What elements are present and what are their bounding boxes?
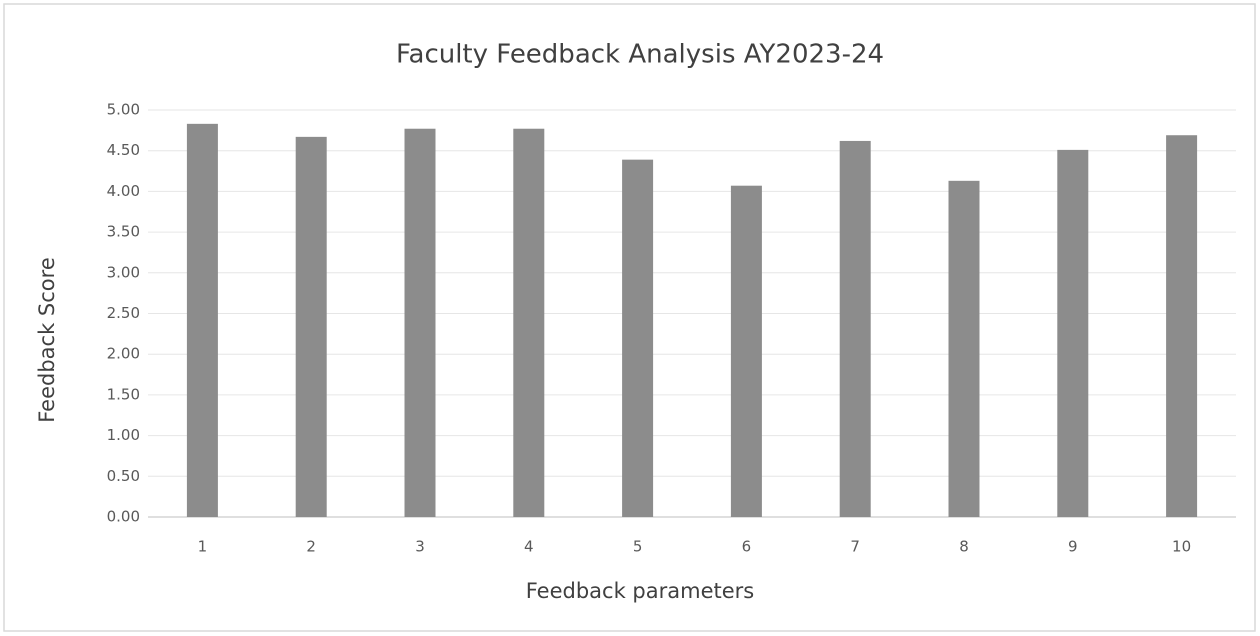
x-tick-label: 6 [742,538,752,556]
x-tick-label: 4 [524,538,534,556]
bar [730,185,762,517]
x-tick-label: 8 [959,538,969,556]
bar [295,136,327,517]
x-tick-label: 7 [850,538,860,556]
x-tick-label: 5 [633,538,643,556]
y-tick-label: 4.00 [107,182,140,200]
y-tick-label: 5.00 [107,101,140,119]
x-tick-label: 3 [415,538,425,556]
bar [186,123,218,517]
bar [404,128,436,518]
x-tick-label: 2 [306,538,316,556]
y-tick-label: 1.50 [107,385,140,403]
y-tick-label: 0.00 [107,508,140,526]
bar [948,180,980,517]
x-tick-label: 1 [198,538,208,556]
y-tick-label: 4.50 [107,141,140,159]
x-tick-label: 9 [1068,538,1078,556]
y-tick-label: 0.50 [107,467,140,485]
x-axis-title: Feedback parameters [526,579,755,603]
y-tick-label: 3.50 [107,223,140,241]
y-tick-label: 2.50 [107,304,140,322]
bar [839,140,871,517]
bar [1166,135,1198,517]
y-axis-title: Feedback Score [35,257,59,423]
bar [1057,149,1089,518]
chart-title: Faculty Feedback Analysis AY2023-24 [396,40,884,70]
y-tick-label: 1.00 [107,426,140,444]
x-tick-label: 10 [1172,538,1191,556]
y-tick-label: 2.00 [107,345,140,363]
bar [513,128,545,518]
y-tick-label: 3.00 [107,263,140,281]
bar [622,159,654,518]
